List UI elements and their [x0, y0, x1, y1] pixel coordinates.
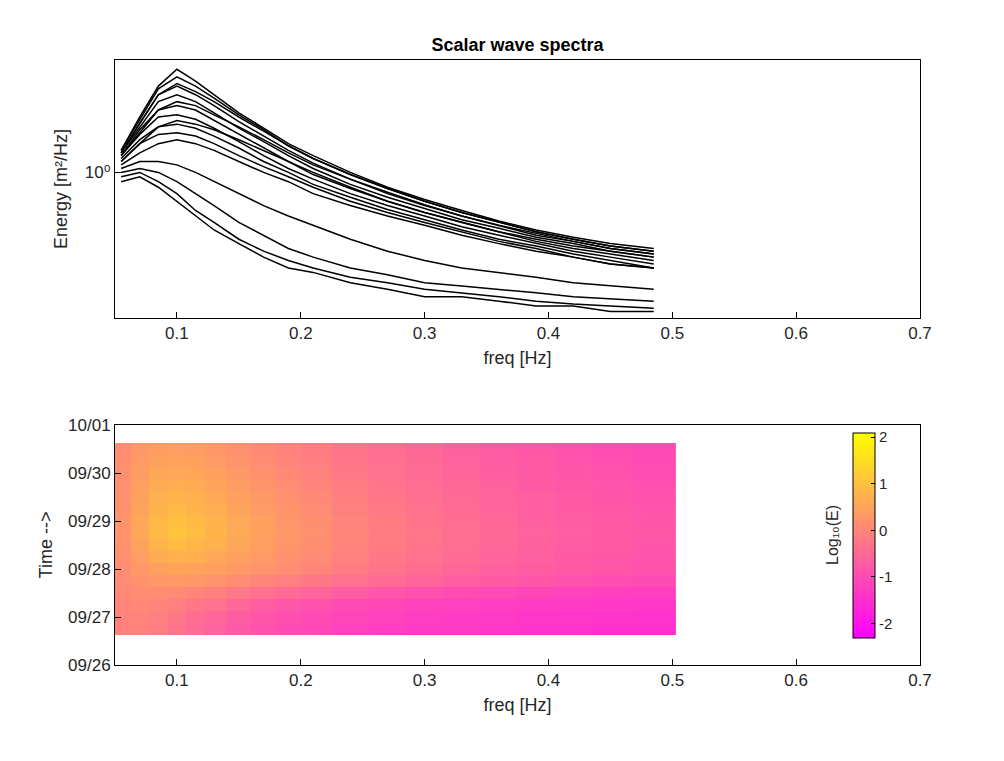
svg-text:Energy [m²/Hz]: Energy [m²/Hz]: [51, 129, 71, 249]
svg-text:0.4: 0.4: [537, 324, 561, 343]
svg-text:0.4: 0.4: [537, 671, 561, 690]
svg-text:09/28: 09/28: [68, 560, 111, 579]
svg-text:09/29: 09/29: [68, 512, 111, 531]
svg-text:0.1: 0.1: [165, 671, 189, 690]
svg-text:Log₁₀(E): Log₁₀(E): [824, 505, 841, 565]
svg-text:0.6: 0.6: [784, 324, 808, 343]
svg-text:0.3: 0.3: [413, 324, 437, 343]
svg-text:10/01: 10/01: [68, 416, 111, 435]
svg-text:Time -->: Time -->: [36, 512, 56, 579]
svg-text:0.7: 0.7: [908, 671, 932, 690]
svg-text:09/26: 09/26: [68, 656, 111, 675]
svg-text:0.7: 0.7: [908, 324, 932, 343]
svg-text:2: 2: [879, 428, 887, 445]
svg-text:0.5: 0.5: [660, 671, 684, 690]
svg-text:0.3: 0.3: [413, 671, 437, 690]
svg-text:freq [Hz]: freq [Hz]: [483, 348, 551, 368]
svg-text:0: 0: [879, 522, 887, 539]
svg-text:09/30: 09/30: [68, 464, 111, 483]
svg-text:09/27: 09/27: [68, 608, 111, 627]
svg-text:-1: -1: [879, 568, 892, 585]
svg-text:0.2: 0.2: [289, 671, 313, 690]
svg-text:Scalar wave spectra: Scalar wave spectra: [431, 35, 604, 55]
svg-text:1: 1: [879, 475, 887, 492]
svg-text:0.2: 0.2: [289, 324, 313, 343]
svg-text:freq [Hz]: freq [Hz]: [483, 695, 551, 715]
svg-text:-2: -2: [879, 615, 892, 632]
svg-text:10⁰: 10⁰: [85, 163, 111, 182]
svg-text:0.6: 0.6: [784, 671, 808, 690]
svg-text:0.1: 0.1: [165, 324, 189, 343]
svg-text:0.5: 0.5: [660, 324, 684, 343]
